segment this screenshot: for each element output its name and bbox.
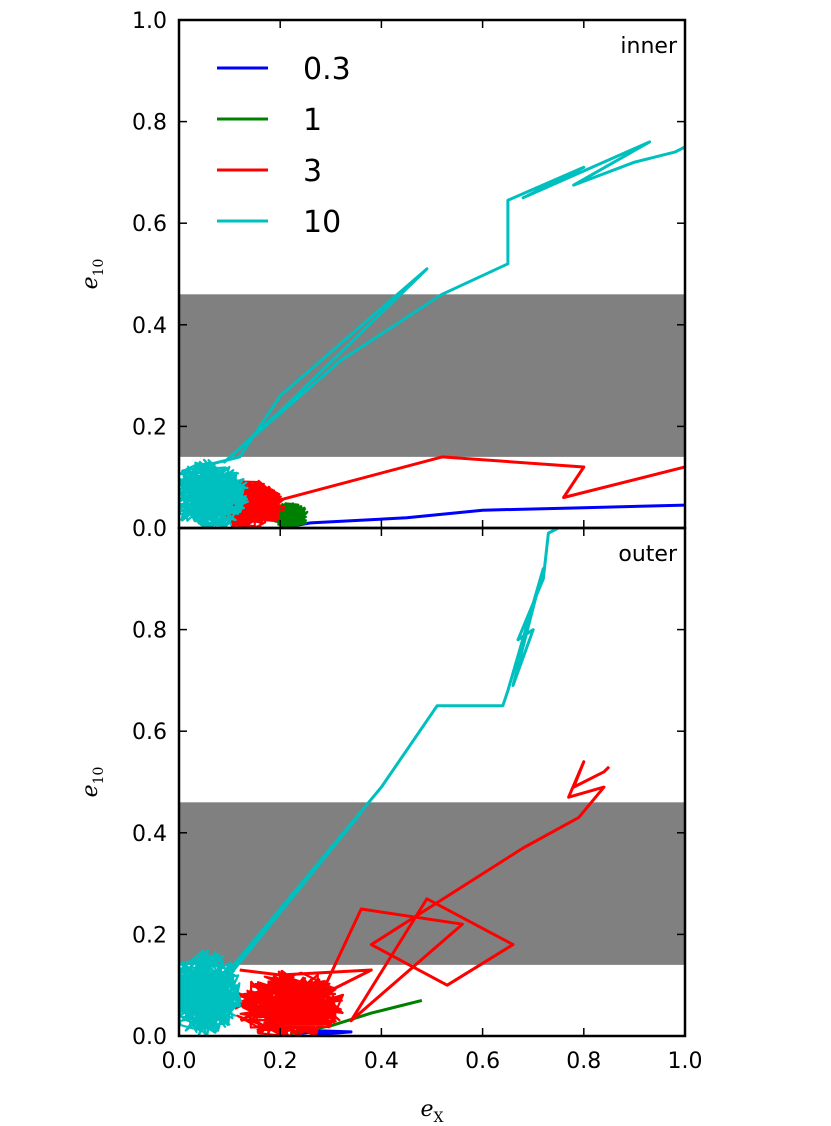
y-tick-label: 1.0: [132, 9, 167, 34]
y-axis-label: e10: [78, 259, 107, 290]
series-3-cluster: [234, 969, 345, 1036]
y-tick-label: 0.6: [132, 720, 167, 745]
series-10-line: [198, 140, 685, 469]
x-tick-label: 0.0: [162, 1049, 197, 1074]
series-3: [213, 455, 685, 528]
y-axis-label: e10: [78, 767, 107, 798]
series-10-cluster: [179, 458, 249, 528]
x-tick-label: 0.4: [364, 1049, 399, 1074]
legend-label: 3: [303, 154, 322, 189]
series-10: [179, 528, 560, 1036]
legend-label: 0.3: [303, 52, 351, 87]
panel-label: inner: [620, 34, 678, 59]
x-tick-label: 0.6: [465, 1049, 500, 1074]
y-tick-label: 0.4: [132, 314, 167, 339]
series-10-cluster: [179, 949, 243, 1036]
legend-label: 10: [303, 205, 341, 240]
shaded-band: [179, 802, 685, 965]
series-3-line: [269, 455, 685, 505]
x-tick-label: 1.0: [668, 1049, 703, 1074]
y-tick-label: 0.8: [132, 619, 167, 644]
outer-panel: 0.0 0.2 0.4 0.6 0.8 1.0 0.0 0.2 0.4 0.6 0.8 outer e1…: [78, 526, 703, 1126]
plot-area: [179, 140, 685, 528]
series-10: [179, 140, 685, 528]
x-axis-label: eX: [421, 1097, 444, 1126]
panel-label: outer: [618, 542, 678, 567]
series-3-line: [239, 760, 611, 1023]
y-tick-label: 0.6: [132, 212, 167, 237]
y-tick-label: 0.0: [132, 1025, 167, 1050]
y-tick-label: 0.4: [132, 822, 167, 847]
series-3: [234, 760, 611, 1036]
inner-panel: 0.0 0.2 0.4 0.6 0.8 1.0 inner e10 0.3 1 3 10: [78, 9, 687, 542]
legend: 0.3 1 3 10: [217, 52, 351, 240]
y-tick-label: 0.0: [132, 517, 167, 542]
y-tick-label: 0.2: [132, 923, 167, 948]
axes-frame: [177, 526, 687, 1038]
series-10-line: [228, 528, 560, 976]
legend-label: 1: [303, 103, 322, 138]
x-tick-label: 0.2: [263, 1049, 298, 1074]
plot-area: [179, 528, 685, 1036]
x-tick-label: 0.8: [566, 1049, 601, 1074]
y-tick-label: 0.8: [132, 111, 167, 136]
series-3-cluster: [213, 479, 286, 528]
y-tick-label: 0.2: [132, 415, 167, 440]
